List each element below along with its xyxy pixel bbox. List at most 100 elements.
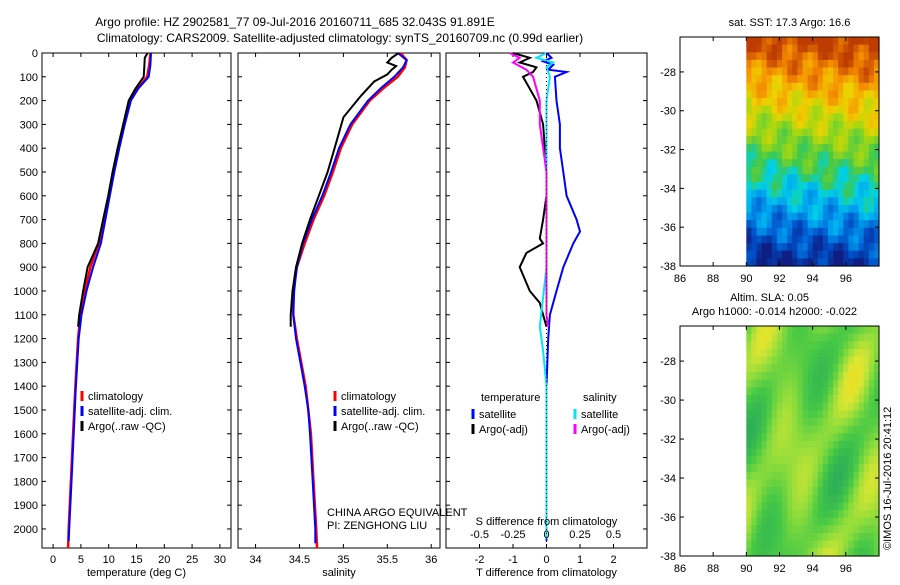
heat-cell — [828, 387, 834, 396]
heat-cell — [807, 121, 814, 130]
heat-cell — [833, 143, 839, 153]
heat-cell — [807, 136, 814, 145]
heat-cell — [848, 418, 855, 427]
heat-cell — [776, 471, 783, 480]
heat-cell — [812, 494, 819, 503]
heat-cell — [858, 204, 865, 214]
profile-panel-1: 0100200300400500600700800900100011001200… — [14, 48, 232, 579]
heat-cell — [817, 128, 824, 137]
heat-cell — [766, 464, 773, 473]
heat-cell — [828, 67, 834, 76]
heat-cell — [766, 189, 773, 198]
heat-cell — [792, 548, 798, 557]
heat-cell — [746, 151, 752, 160]
heat-cell — [751, 349, 758, 358]
heat-cell — [863, 90, 870, 99]
heat-cell — [848, 243, 855, 252]
heat-cell — [776, 98, 783, 107]
heat-cell — [771, 448, 778, 457]
heat-cell — [828, 341, 834, 350]
heat-cell — [802, 525, 809, 534]
heat-cell — [843, 143, 849, 153]
heat-cell — [797, 494, 804, 503]
heat-cell — [761, 243, 768, 252]
heat-cell — [761, 395, 768, 404]
heat-cell — [787, 387, 793, 396]
heat-cell — [746, 464, 752, 473]
heat-cell — [868, 82, 875, 91]
heat-cell — [833, 151, 839, 160]
heat-cell — [838, 113, 844, 122]
heat-cell — [863, 448, 870, 457]
heat-cell — [782, 159, 788, 168]
heat-cell — [787, 479, 793, 488]
heat-cell — [817, 37, 824, 46]
heat-cell — [833, 174, 839, 183]
heat-cell — [746, 402, 752, 411]
heat-cell — [868, 189, 875, 198]
heat-cell — [807, 143, 814, 153]
heat-cell — [761, 479, 768, 488]
heat-cell — [843, 113, 849, 122]
heat-cell — [833, 227, 839, 236]
heat-cell — [771, 250, 778, 259]
heat-cell — [848, 410, 855, 419]
series-line-2 — [512, 52, 548, 327]
heat-cell — [833, 387, 839, 396]
heat-cell — [828, 402, 834, 411]
heat-cell — [853, 487, 860, 496]
y-tick-label: 1900 — [14, 500, 38, 512]
heat-cell — [746, 128, 752, 137]
x-tick-label: 92 — [773, 273, 785, 285]
heat-cell — [771, 227, 778, 236]
heat-cell — [838, 197, 844, 206]
heat-cell — [812, 425, 819, 434]
heat-cell — [802, 67, 809, 76]
heat-cell — [776, 517, 783, 526]
heat-cell — [746, 433, 752, 442]
heat-cell — [751, 471, 758, 480]
heat-cell — [802, 418, 809, 427]
heat-cell — [858, 82, 865, 91]
heat-cell — [787, 250, 793, 259]
heat-cell — [766, 448, 773, 457]
heat-cell — [802, 364, 809, 373]
map-title-line-2: Argo h1000: -0.014 h2000: -0.022 — [692, 306, 857, 318]
heat-cell — [787, 67, 793, 76]
heat-cell — [853, 425, 860, 434]
y-tick-label: 1400 — [14, 381, 38, 393]
heat-cell — [833, 464, 839, 473]
heat-cell — [771, 204, 778, 214]
heat-cell — [766, 121, 773, 130]
heat-cell — [802, 258, 809, 267]
heat-cell — [782, 250, 788, 259]
heat-cell — [858, 220, 865, 229]
heat-cell — [853, 540, 860, 549]
heat-cell — [807, 349, 814, 358]
heat-cell — [853, 174, 860, 183]
heat-cell — [817, 220, 824, 229]
heat-cell — [797, 235, 804, 244]
heat-cell — [863, 425, 870, 434]
heat-cell — [771, 189, 778, 198]
heat-cell — [771, 82, 778, 91]
heat-cell — [822, 174, 829, 183]
heat-cell — [751, 464, 758, 473]
heat-cell — [756, 59, 763, 69]
heat-cell — [828, 533, 834, 542]
heat-cell — [756, 105, 763, 114]
heat-cell — [746, 52, 752, 61]
heat-cell — [792, 220, 798, 229]
heat-cell — [868, 174, 875, 183]
heat-cell — [863, 143, 870, 153]
series-line-2 — [292, 52, 408, 544]
heat-cell — [863, 487, 870, 496]
heat-cell — [833, 533, 839, 542]
heat-cell — [833, 379, 839, 388]
heat-cell — [797, 364, 804, 373]
heat-cell — [766, 425, 773, 434]
heat-cell — [761, 220, 768, 229]
heat-cell — [838, 67, 844, 76]
heat-cell — [766, 525, 773, 534]
heat-cell — [776, 159, 783, 168]
